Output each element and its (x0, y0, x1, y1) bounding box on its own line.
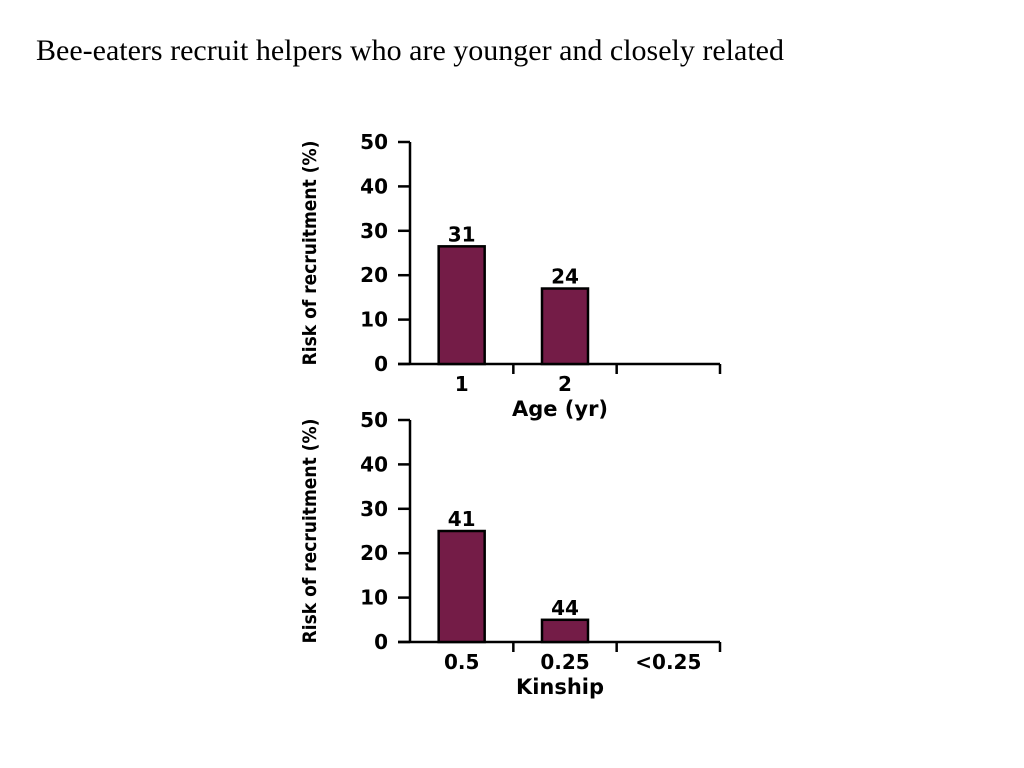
kinship-y-axis-label: Risk of recruitment (%) (299, 419, 321, 644)
age-y-tick-label: 50 (360, 130, 388, 154)
kinship-bar (437, 529, 486, 644)
kinship-y-tick-label: 0 (374, 630, 388, 654)
age-y-tick-label: 30 (360, 219, 388, 243)
age-x-tick-label: 1 (455, 372, 469, 396)
age-y-tick-label: 0 (374, 352, 388, 376)
kinship-y-tick-label: 10 (360, 586, 388, 610)
kinship-x-axis-label: Kinship (516, 675, 604, 699)
kinship-bar (540, 618, 590, 644)
kinship-bar-data-label: 41 (448, 507, 476, 531)
kinship-y-tick-label: 20 (360, 541, 388, 565)
age-bar (540, 287, 590, 366)
kinship-x-tick-label: <0.25 (635, 650, 701, 674)
age-x-tick-label: 2 (558, 372, 572, 396)
slide-title: Bee-eaters recruit helpers who are young… (36, 34, 784, 67)
age-chart-svg: Risk of recruitment (%) 0 10 20 30 40 50 1 31 2 24… (299, 130, 722, 421)
kinship-chart-svg: Risk of recruitment (%) 0 10 20 30 40 50 0.5 41 0… (299, 408, 722, 699)
age-y-tick-label: 20 (360, 263, 388, 287)
age-y-tick-label: 10 (360, 308, 388, 332)
kinship-y-tick-label: 50 (360, 408, 388, 432)
kinship-bar-chart: Risk of recruitment (%) 0 10 20 30 40 50 0.5 41 0… (280, 398, 740, 699)
kinship-y-tick-label: 30 (360, 497, 388, 521)
age-bar-data-label: 31 (448, 222, 476, 246)
kinship-x-tick-label: 0.25 (540, 650, 589, 674)
kinship-x-tick-label: 0.5 (444, 650, 479, 674)
kinship-y-tick-label: 40 (360, 452, 388, 476)
age-y-tick-label: 40 (360, 174, 388, 198)
age-bar-data-label: 24 (551, 265, 579, 289)
age-x-axis-label: Age (yr) (512, 397, 608, 421)
kinship-bar-data-label: 44 (551, 596, 579, 620)
age-y-axis-label: Risk of recruitment (%) (299, 141, 321, 366)
age-bar (437, 245, 486, 366)
age-bar-chart: Risk of recruitment (%) 0 10 20 30 40 50 1 31 2 24… (280, 120, 740, 421)
